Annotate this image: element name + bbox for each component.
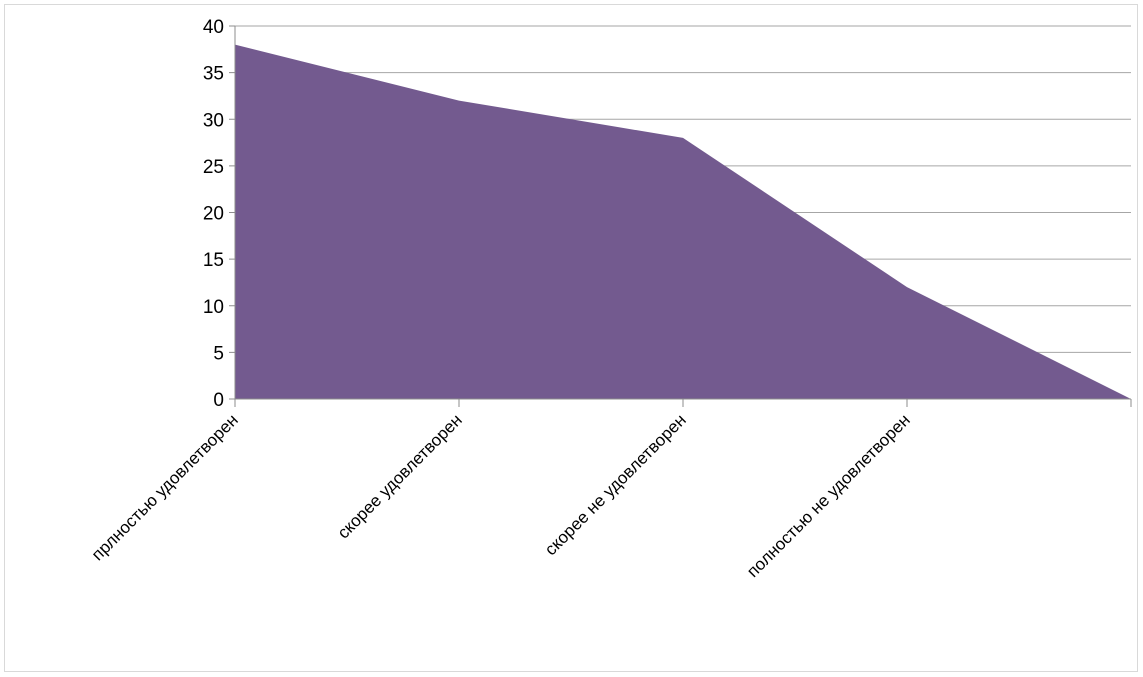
y-tick-label: 40 — [203, 17, 224, 38]
x-tick-label: скорее не удовлетворен — [541, 410, 690, 559]
x-tick-label: полностью не удовлетворен — [743, 410, 914, 581]
series-area — [235, 44, 1131, 400]
axes — [229, 25, 1132, 407]
y-tick-label: 35 — [203, 64, 224, 85]
y-tick-label: 20 — [203, 204, 224, 225]
x-tick-label: скорее удовлетворен — [334, 410, 466, 542]
x-axis-tick-labels: прлностью удовлетворен скорее удовлетворе… — [88, 410, 914, 581]
y-tick-label: 0 — [213, 390, 224, 411]
y-tick-label: 25 — [203, 157, 224, 178]
y-tick-label: 15 — [203, 250, 224, 271]
y-tick-label: 30 — [203, 110, 224, 131]
y-axis-tick-labels: 0 5 10 15 20 25 30 35 40 — [203, 17, 224, 411]
x-tick-label: прлностью удовлетворен — [88, 410, 242, 564]
y-tick-label: 10 — [203, 297, 224, 318]
y-tick-label: 5 — [213, 343, 224, 364]
area-series-fill — [235, 44, 1131, 400]
